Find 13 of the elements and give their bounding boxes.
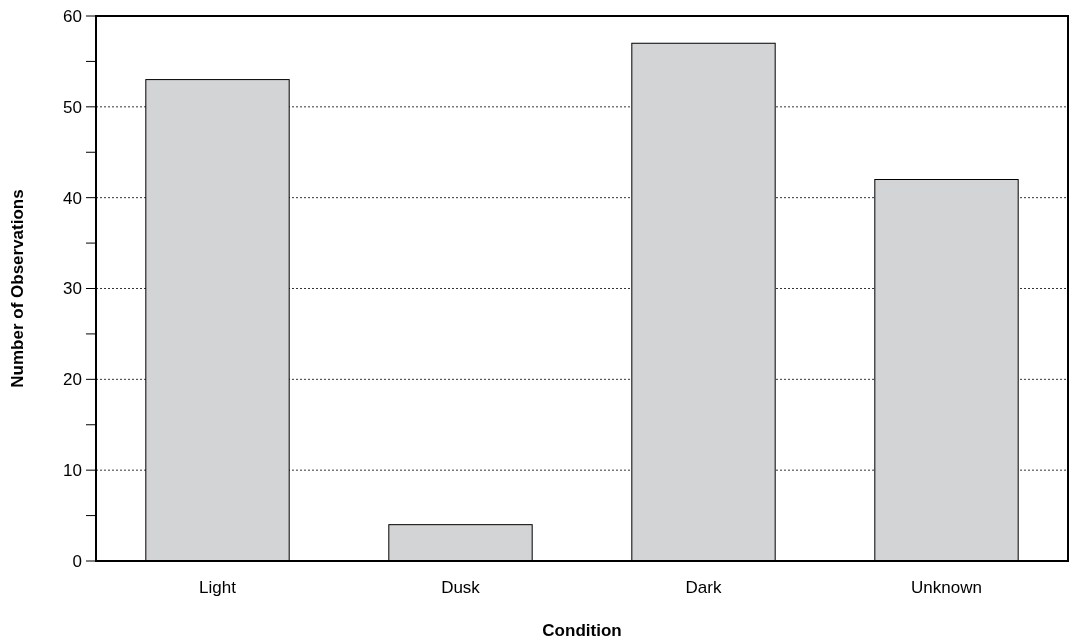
y-axis-title: Number of Observations bbox=[8, 189, 27, 388]
x-tick-label: Dark bbox=[685, 578, 722, 597]
x-tick-label: Light bbox=[199, 578, 237, 597]
y-tick-label: 0 bbox=[72, 551, 82, 571]
x-tick-label: Dusk bbox=[441, 578, 481, 597]
y-tick-label: 10 bbox=[63, 461, 82, 481]
x-axis-title: Condition bbox=[542, 621, 622, 640]
y-tick-label: 50 bbox=[63, 97, 82, 117]
y-tick-label: 30 bbox=[63, 279, 82, 299]
y-tick-label: 60 bbox=[63, 6, 82, 26]
y-tick-label: 40 bbox=[63, 188, 82, 208]
x-tick-label: Unknown bbox=[911, 578, 982, 597]
y-tick-label: 20 bbox=[63, 370, 82, 390]
